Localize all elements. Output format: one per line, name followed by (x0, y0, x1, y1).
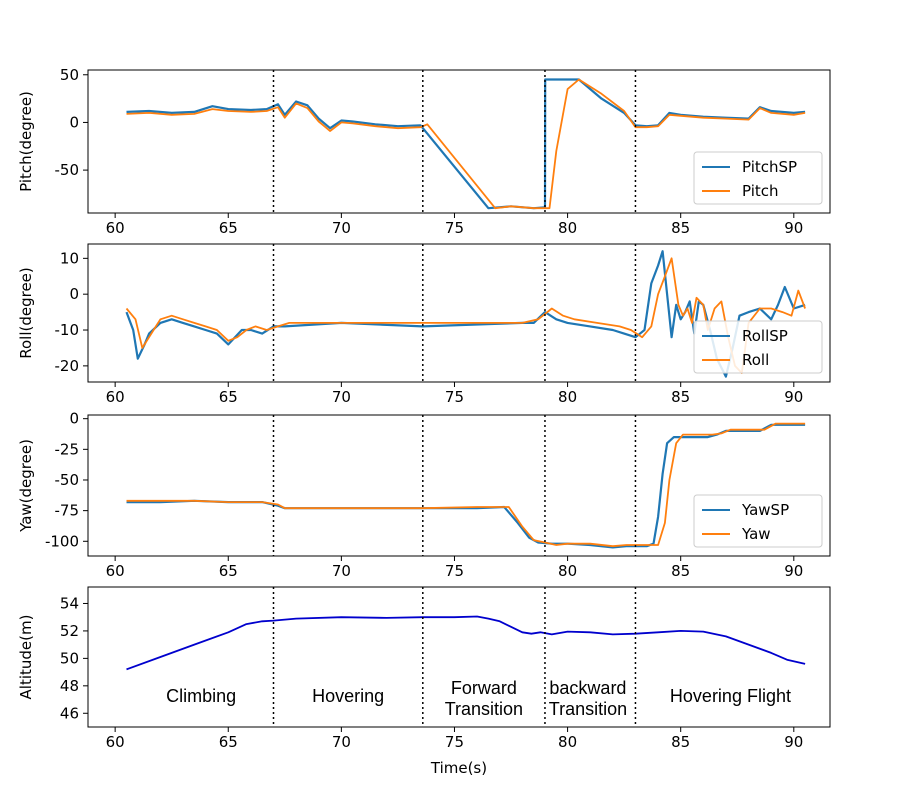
legend: PitchSP Pitch (693, 151, 823, 205)
x-tick-label: 70 (332, 219, 351, 237)
axes-frame (87, 243, 831, 383)
x-tick-label: 60 (106, 219, 125, 237)
y-tick-label: -100 (45, 532, 79, 550)
y-axis-label: Pitch(degree) (17, 91, 35, 192)
y-axis-label: Yaw(degree) (17, 439, 35, 533)
panel-yaw: 60 65 70 75 80 85 90 0 -25 -50 -75 -100 Yaw(degree) Y… (17, 410, 831, 580)
x-tick-label: 80 (558, 388, 577, 406)
x-tick-label: 65 (219, 562, 238, 580)
panel-pitch: 60 65 70 75 80 85 90 50 0 -50 Pitch(degree) PitchSP… (17, 66, 831, 237)
x-tick-label: 75 (445, 219, 464, 237)
x-tick-label: 65 (219, 388, 238, 406)
series-group (126, 615, 806, 671)
x-tick-label: 70 (332, 388, 351, 406)
x-axis-label: Time(s) (430, 759, 487, 777)
phase-label: Climbing (166, 686, 236, 706)
x-tick-label: 90 (784, 733, 803, 751)
y-tick-label: 50 (60, 649, 79, 667)
panel-altitude: 60 65 70 75 80 85 90 54 52 50 48 46 Altitude(m) Climb… (17, 586, 831, 777)
y-axis-label: Roll(degree) (17, 267, 35, 359)
y-tick-label: 0 (69, 410, 79, 428)
panel-roll: 60 65 70 75 80 85 90 10 0 -10 -20 Roll(degree) RollS… (17, 243, 831, 406)
legend: YawSP Yaw (693, 494, 823, 548)
phase-label: Forward (451, 678, 517, 698)
x-tick-label: 80 (558, 733, 577, 751)
y-tick-label: -25 (55, 440, 80, 458)
y-tick-label: 50 (60, 66, 79, 84)
legend-label: Yaw (741, 525, 771, 543)
series-line-pitchsp (126, 78, 806, 210)
axes-frame (87, 586, 831, 728)
x-tick-label: 85 (671, 388, 690, 406)
legend-label: RollSP (742, 327, 788, 345)
x-tick-label: 60 (106, 562, 125, 580)
x-tick-label: 60 (106, 388, 125, 406)
series-line-pitch (126, 78, 806, 210)
series-line-yaw (126, 422, 806, 548)
y-tick-label: 52 (60, 622, 79, 640)
x-tick-label: 75 (445, 388, 464, 406)
y-tick-label: 54 (60, 594, 79, 612)
legend-label: Pitch (742, 182, 779, 200)
y-tick-label: -10 (55, 321, 80, 339)
y-tick-label: 0 (69, 113, 79, 131)
axes-frame (87, 69, 831, 214)
x-tick-label: 65 (219, 733, 238, 751)
y-tick-label: 48 (60, 677, 79, 695)
phase-label: backward (549, 678, 626, 698)
x-tick-label: 70 (332, 562, 351, 580)
phase-label: Hovering (312, 686, 384, 706)
y-tick-label: 0 (69, 285, 79, 303)
y-tick-label: -50 (55, 471, 80, 489)
x-tick-label: 60 (106, 733, 125, 751)
legend-label: Roll (742, 351, 769, 369)
x-tick-label: 80 (558, 562, 577, 580)
y-tick-label: -50 (55, 161, 80, 179)
x-tick-label: 85 (671, 562, 690, 580)
y-tick-label: -75 (55, 502, 80, 520)
y-tick-label: -20 (55, 357, 80, 375)
x-tick-label: 75 (445, 733, 464, 751)
x-tick-label: 85 (671, 733, 690, 751)
y-tick-label: 46 (60, 704, 79, 722)
axes-frame (87, 414, 831, 557)
y-axis-label: Altitude(m) (17, 615, 35, 700)
x-tick-label: 90 (784, 388, 803, 406)
x-tick-label: 90 (784, 562, 803, 580)
x-tick-label: 85 (671, 219, 690, 237)
legend-label: PitchSP (742, 158, 797, 176)
legend: RollSP Roll (693, 320, 823, 374)
series-line-altitude (126, 615, 806, 671)
x-tick-label: 80 (558, 219, 577, 237)
x-tick-label: 90 (784, 219, 803, 237)
x-tick-label: 75 (445, 562, 464, 580)
x-tick-label: 65 (219, 219, 238, 237)
phase-label: Transition (445, 699, 523, 719)
series-group (126, 422, 806, 549)
phase-label: Hovering Flight (670, 686, 791, 706)
x-tick-label: 70 (332, 733, 351, 751)
phase-label: Transition (549, 699, 627, 719)
y-tick-label: 10 (60, 249, 79, 267)
legend-label: YawSP (741, 501, 789, 519)
series-group (126, 78, 806, 210)
